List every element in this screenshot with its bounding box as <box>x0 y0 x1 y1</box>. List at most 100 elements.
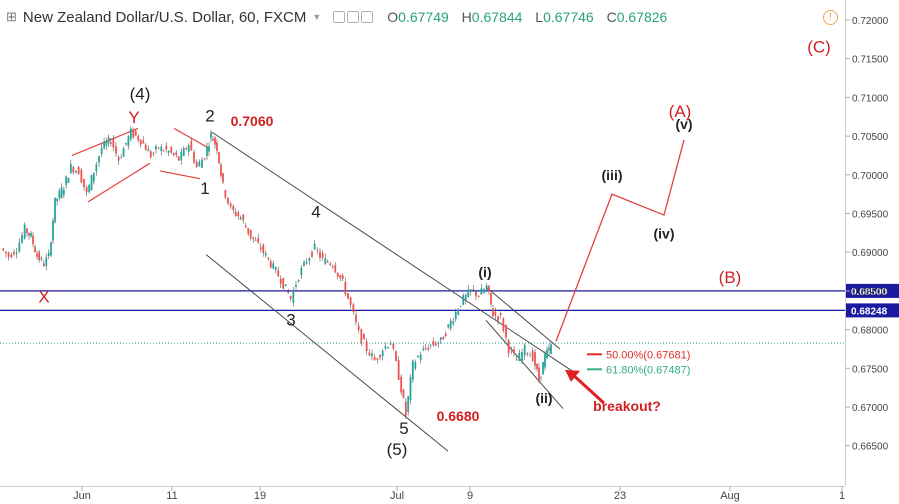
candle-body <box>149 151 152 158</box>
candle-body <box>447 324 450 328</box>
crosshair-icon[interactable]: ⊞ <box>6 9 17 24</box>
channel-line[interactable] <box>485 319 564 409</box>
x-tick-label: Aug <box>720 490 740 502</box>
candle-body <box>469 289 472 292</box>
y-tick-label: 0.70500 <box>852 132 889 143</box>
candle-body <box>165 145 168 150</box>
candle-body <box>464 294 467 300</box>
candle-body <box>187 145 190 152</box>
level-price-box <box>846 303 899 318</box>
candle-body <box>457 309 460 315</box>
candle-body <box>341 275 344 279</box>
candle-body <box>355 314 357 323</box>
breakout-arrow-shaft <box>571 373 606 405</box>
candle-body <box>249 229 252 239</box>
candle-body <box>134 130 137 136</box>
annotation-label: 0.6680 <box>437 408 480 424</box>
candle-body <box>244 225 247 228</box>
ohlc-readout: O0.67749 H0.67844 L0.67746 C0.67826 <box>387 9 676 25</box>
wave-projection-line[interactable] <box>555 139 685 342</box>
annotation-label: 0.7060 <box>231 113 274 129</box>
wave-label: (i) <box>478 264 491 280</box>
candle-body <box>21 234 23 243</box>
fib-level-label: 61.80%(0.67487) <box>606 364 690 376</box>
candle-body <box>105 141 108 146</box>
candle-body <box>529 355 531 357</box>
candle-body <box>58 190 61 199</box>
candle-body <box>56 198 59 202</box>
candle-body <box>536 364 538 369</box>
wave-label: (iii) <box>602 167 623 183</box>
candle-body <box>305 261 308 264</box>
y-tick-label: 0.67500 <box>852 364 889 375</box>
hide-icon[interactable] <box>361 11 374 23</box>
candle-body <box>300 267 303 276</box>
candle-body <box>467 289 470 297</box>
candle-body <box>459 305 462 307</box>
candle-body <box>120 157 123 158</box>
symbol-title[interactable]: New Zealand Dollar/U.S. Dollar, 60, FXCM <box>22 8 307 26</box>
candle-body <box>480 288 483 295</box>
candle-body <box>115 146 117 154</box>
candle-body <box>287 291 290 294</box>
wedge-line[interactable] <box>87 162 151 203</box>
candle-body <box>429 344 432 346</box>
candle-body <box>336 272 339 277</box>
candle-body <box>112 138 115 148</box>
candle-body <box>210 132 212 139</box>
candle-body <box>311 251 313 257</box>
candle-body <box>208 146 210 152</box>
candle-body <box>389 343 392 345</box>
candle-body <box>67 177 70 184</box>
candle-body <box>303 261 305 266</box>
x-tick-label: 1 <box>839 490 845 502</box>
candle-body <box>167 150 170 153</box>
y-tick-label: 0.70000 <box>852 171 889 182</box>
candle-body <box>26 228 28 234</box>
candle-body <box>195 161 198 167</box>
y-tick-label: 0.71500 <box>852 55 889 66</box>
candle-body <box>5 251 7 254</box>
candle-body <box>321 252 324 258</box>
candle-body <box>234 211 237 216</box>
candle-body <box>379 355 381 358</box>
candle-body <box>214 137 216 145</box>
candle-body <box>28 232 30 236</box>
candle-body <box>277 270 280 277</box>
channel-line[interactable] <box>205 254 449 452</box>
candle-body <box>339 275 342 279</box>
candle-body <box>400 376 403 393</box>
candle-body <box>387 347 389 349</box>
candle-body <box>490 292 492 305</box>
candle-body <box>47 252 50 256</box>
candle-body <box>475 291 477 297</box>
candle-body <box>170 147 173 153</box>
candle-body <box>190 140 193 151</box>
settings-icon[interactable] <box>333 11 346 23</box>
open-label: O <box>387 9 399 25</box>
wedge-line[interactable] <box>159 170 201 180</box>
source-icon[interactable] <box>347 11 360 23</box>
candle-body <box>368 352 371 356</box>
channel-line[interactable] <box>485 286 561 350</box>
wedge-line[interactable] <box>173 127 209 149</box>
candle-body <box>402 389 405 398</box>
candle-body <box>384 346 387 349</box>
candle-body <box>272 263 275 269</box>
candle-body <box>201 159 203 168</box>
wave-label: (B) <box>719 268 742 287</box>
wave-label: (ii) <box>535 390 552 406</box>
chevron-down-icon[interactable]: ▼ <box>312 12 322 22</box>
x-tick-label: Jun <box>73 490 91 502</box>
candle-body <box>144 144 147 151</box>
candle-body <box>381 350 384 357</box>
alert-icon[interactable]: ! <box>823 10 838 25</box>
candle-body <box>518 352 521 361</box>
channel-line[interactable] <box>211 131 575 373</box>
candle-body <box>193 151 195 163</box>
wave-label: 5 <box>399 419 408 438</box>
candle-body <box>414 362 417 369</box>
candle-body <box>363 334 365 340</box>
candle-body <box>454 311 457 320</box>
